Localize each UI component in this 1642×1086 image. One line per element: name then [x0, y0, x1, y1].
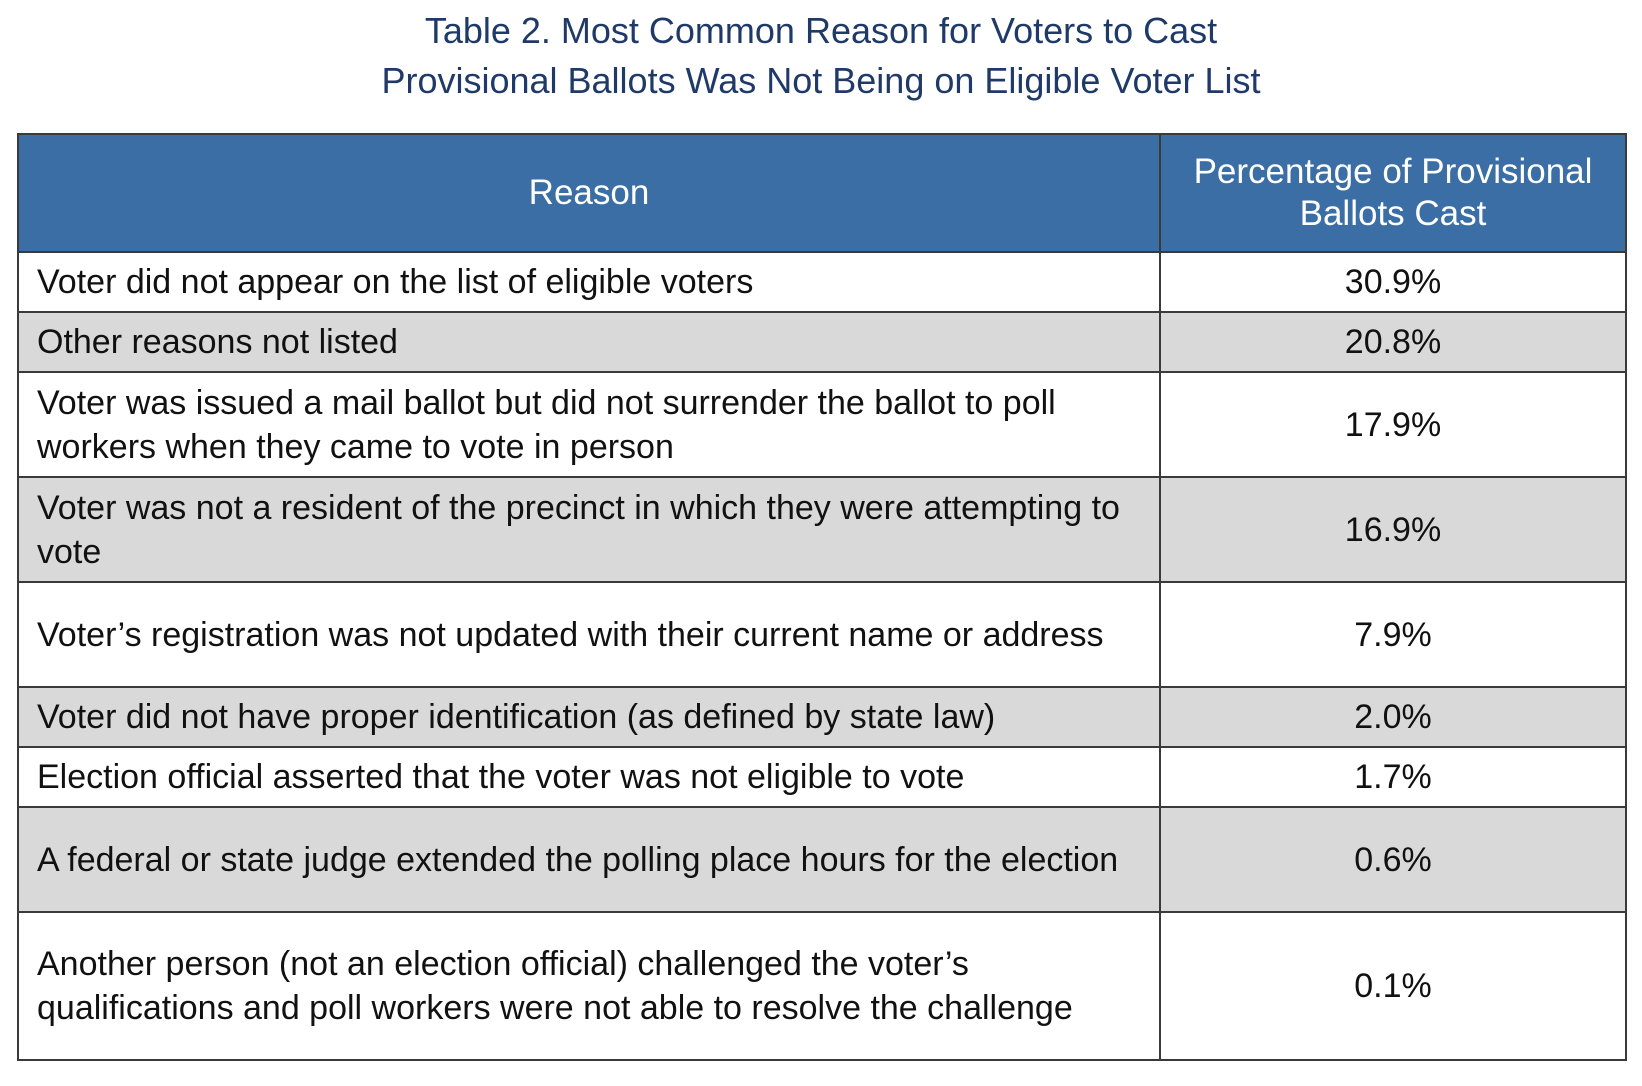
table-title-line-2: Provisional Ballots Was Not Being on Eli…: [381, 60, 1261, 101]
percentage-cell: 0.1%: [1159, 911, 1627, 1061]
reason-cell: Voter was not a resident of the precinct…: [17, 476, 1161, 583]
table-row: Voter did not have proper identification…: [17, 686, 1627, 748]
percentage-cell: 0.6%: [1159, 806, 1627, 913]
reason-cell: Voter was issued a mail ballot but did n…: [17, 371, 1161, 478]
percentage-cell: 20.8%: [1159, 311, 1627, 373]
table-title: Table 2. Most Common Reason for Voters t…: [0, 6, 1642, 106]
reason-cell: Election official asserted that the vote…: [17, 746, 1161, 808]
table-row: Voter was not a resident of the precinct…: [17, 476, 1627, 583]
percentage-cell: 30.9%: [1159, 251, 1627, 313]
table-body: Voter did not appear on the list of elig…: [17, 251, 1627, 1061]
reason-cell: Voter’s registration was not updated wit…: [17, 581, 1161, 688]
table-row: A federal or state judge extended the po…: [17, 806, 1627, 913]
reason-cell: Another person (not an election official…: [17, 911, 1161, 1061]
percentage-cell: 7.9%: [1159, 581, 1627, 688]
reason-cell: A federal or state judge extended the po…: [17, 806, 1161, 913]
reason-column-header: Reason: [17, 133, 1161, 253]
table-row: Election official asserted that the vote…: [17, 746, 1627, 808]
reason-cell: Voter did not have proper identification…: [17, 686, 1161, 748]
percentage-column-header: Percentage of Provisional Ballots Cast: [1159, 133, 1627, 253]
table-row: Other reasons not listed 20.8%: [17, 311, 1627, 373]
table-title-line-1: Table 2. Most Common Reason for Voters t…: [424, 10, 1218, 51]
table-row: Another person (not an election official…: [17, 911, 1627, 1061]
table-header: Reason Percentage of Provisional Ballots…: [17, 133, 1627, 253]
percentage-cell: 16.9%: [1159, 476, 1627, 583]
reason-cell: Other reasons not listed: [17, 311, 1161, 373]
percentage-cell: 1.7%: [1159, 746, 1627, 808]
table-row: Voter was issued a mail ballot but did n…: [17, 371, 1627, 478]
reason-cell: Voter did not appear on the list of elig…: [17, 251, 1161, 313]
table-row: Voter’s registration was not updated wit…: [17, 581, 1627, 688]
reasons-table: Reason Percentage of Provisional Ballots…: [17, 133, 1627, 1061]
table-row: Voter did not appear on the list of elig…: [17, 251, 1627, 313]
header-row: Reason Percentage of Provisional Ballots…: [17, 133, 1627, 253]
percentage-cell: 2.0%: [1159, 686, 1627, 748]
percentage-cell: 17.9%: [1159, 371, 1627, 478]
